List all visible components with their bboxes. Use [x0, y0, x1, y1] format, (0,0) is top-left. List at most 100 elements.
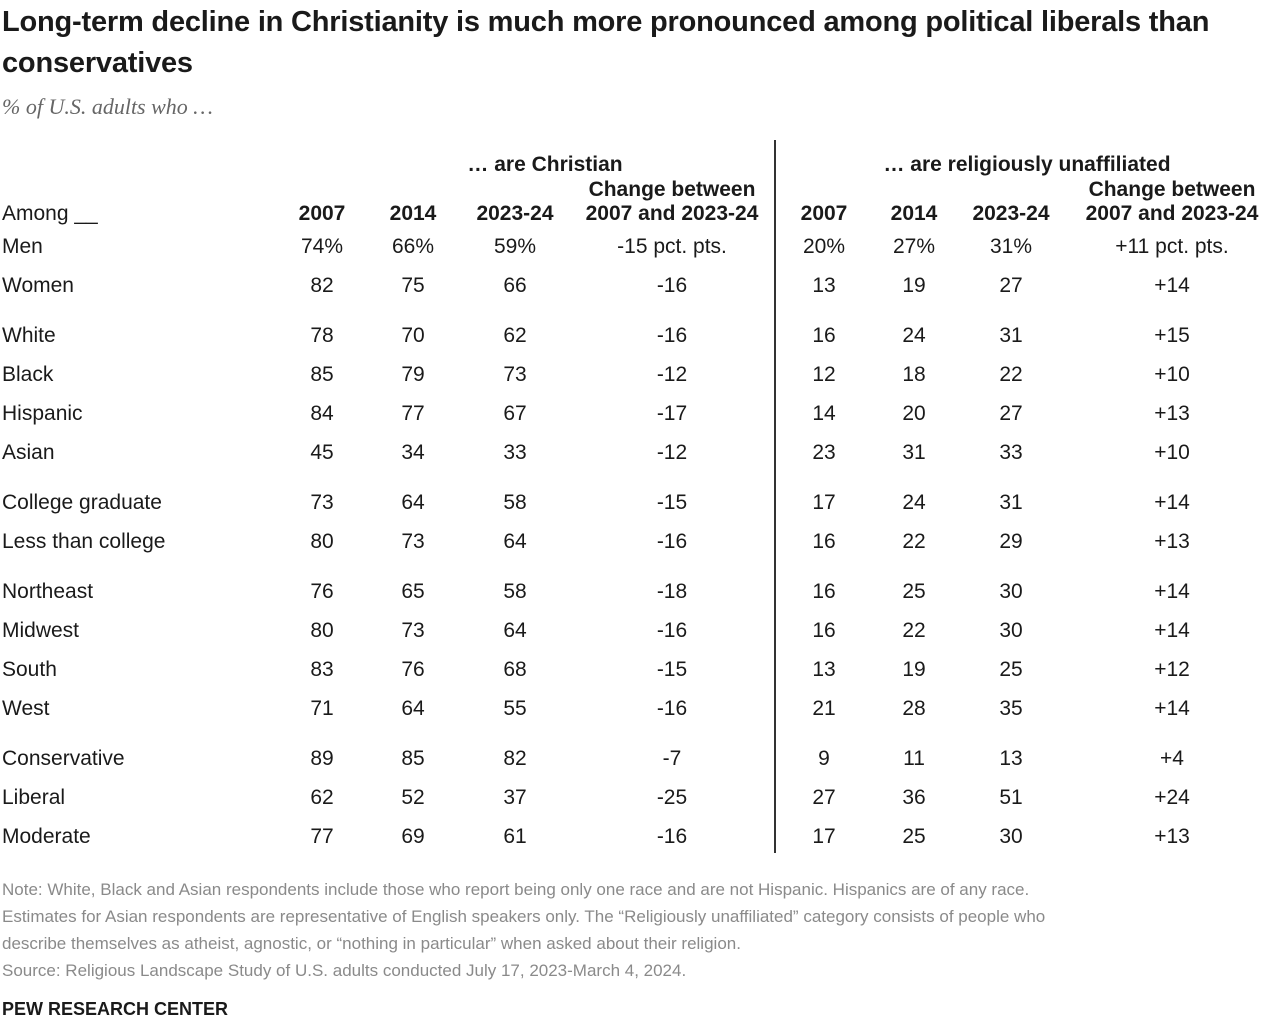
cell: 76	[401, 658, 425, 681]
cell: +12	[1154, 658, 1190, 681]
cell: 73	[310, 491, 334, 514]
cell: 64	[503, 619, 527, 642]
cell: 16	[812, 619, 836, 642]
cell: 69	[401, 825, 425, 848]
cell: +11 pct. pts.	[1115, 235, 1229, 258]
cell: -16	[656, 530, 688, 553]
row-label: Black	[2, 363, 54, 386]
cell: 16	[812, 580, 836, 603]
cell: 66%	[391, 235, 435, 258]
cell: -16	[656, 619, 688, 642]
cell: 73	[401, 619, 425, 642]
cell: 66	[503, 274, 527, 297]
column-header: 2007	[800, 202, 848, 225]
cell: 45	[310, 441, 334, 464]
cell: 21	[812, 697, 836, 720]
cell: 13	[812, 274, 836, 297]
cell: 25	[999, 658, 1023, 681]
cell: +14	[1154, 274, 1190, 297]
cell: +10	[1154, 441, 1190, 464]
cell: -7	[662, 747, 682, 770]
cell: 25	[902, 580, 926, 603]
cell: 89	[310, 747, 334, 770]
cell: -16	[656, 825, 688, 848]
column-header: 2023-24	[972, 202, 1050, 225]
row-label: Men	[2, 235, 43, 258]
cell: 22	[902, 619, 926, 642]
cell: +13	[1154, 825, 1190, 848]
row-label: Conservative	[2, 747, 125, 770]
cell: 31	[902, 441, 926, 464]
cell: +14	[1154, 697, 1190, 720]
cell: 73	[503, 363, 527, 386]
title: Long-term decline in Christianity is muc…	[2, 6, 1210, 79]
cell: -16	[656, 324, 688, 347]
cell: +13	[1154, 530, 1190, 553]
cell: 24	[902, 324, 926, 347]
cell: +14	[1154, 619, 1190, 642]
cell: 58	[503, 491, 527, 514]
cell: -12	[656, 363, 688, 386]
cell: 28	[902, 697, 926, 720]
cell: -15	[656, 658, 688, 681]
cell: 68	[503, 658, 527, 681]
row-label: Women	[2, 274, 74, 297]
cell: 23	[812, 441, 836, 464]
row-label: Moderate	[2, 825, 91, 848]
cell: 51	[999, 786, 1023, 809]
cell: 27	[812, 786, 836, 809]
cell: -15	[656, 491, 688, 514]
row-label: West	[2, 697, 50, 720]
cell: 19	[902, 274, 926, 297]
cell: -25	[656, 786, 688, 809]
cell: +13	[1154, 402, 1190, 425]
cell: 65	[401, 580, 425, 603]
cell: 55	[503, 697, 527, 720]
cell: 64	[401, 697, 425, 720]
cell: 30	[999, 619, 1023, 642]
note: describe themselves as atheist, agnostic…	[2, 934, 741, 953]
column-header: Change between 2007 and 2023-24	[1085, 178, 1259, 225]
row-label: Midwest	[2, 619, 80, 642]
cell: 73	[401, 530, 425, 553]
row-label: Less than college	[2, 530, 166, 553]
cell: 17	[812, 825, 836, 848]
cell: 71	[310, 697, 334, 720]
cell: +15	[1154, 324, 1190, 347]
cell: 30	[999, 825, 1023, 848]
cell: 27	[999, 274, 1023, 297]
cell: 20%	[802, 235, 846, 258]
cell: 75	[401, 274, 425, 297]
cell: 83	[310, 658, 334, 681]
cell: 18	[902, 363, 926, 386]
cell: 9	[818, 747, 830, 770]
cell: 37	[503, 786, 527, 809]
cell: 27%	[892, 235, 936, 258]
cell: +4	[1160, 747, 1184, 770]
cell: -18	[656, 580, 688, 603]
cell: -12	[656, 441, 688, 464]
cell: 85	[310, 363, 334, 386]
cell: 31%	[989, 235, 1033, 258]
column-header: 2023-24	[476, 202, 554, 225]
note: Estimates for Asian respondents are repr…	[2, 907, 1046, 926]
cell: 77	[310, 825, 334, 848]
group-header: … are religiously unaffiliated	[883, 153, 1171, 176]
cell: 61	[503, 825, 527, 848]
cell: 79	[401, 363, 425, 386]
cell: 24	[902, 491, 926, 514]
cell: 30	[999, 580, 1023, 603]
cell: 64	[503, 530, 527, 553]
note: Source: Religious Landscape Study of U.S…	[2, 961, 687, 980]
column-header: Change between 2007 and 2023-24	[585, 178, 759, 225]
cell: 84	[310, 402, 334, 425]
cell: 70	[401, 324, 425, 347]
column-header: Among __	[2, 202, 98, 225]
column-header: 2014	[890, 202, 938, 225]
cell: 13	[999, 747, 1023, 770]
cell: 80	[310, 530, 334, 553]
cell: 58	[503, 580, 527, 603]
cell: 67	[503, 402, 527, 425]
cell: 20	[902, 402, 926, 425]
cell: 78	[310, 324, 334, 347]
